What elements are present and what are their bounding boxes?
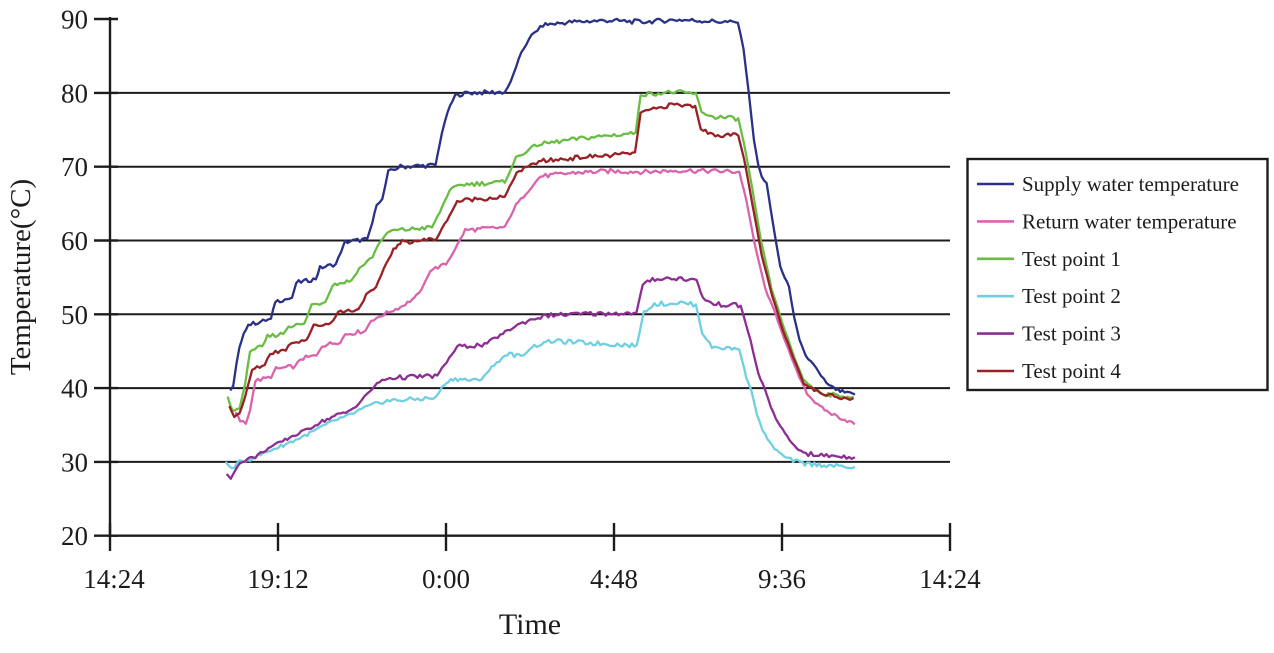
x-axis-title: Time xyxy=(499,608,561,641)
line-return-water-temperature xyxy=(234,167,856,425)
y-tick-label: 30 xyxy=(61,447,88,477)
y-tick-label: 60 xyxy=(61,226,88,256)
legend-item: Test point 1 xyxy=(977,247,1121,271)
y-tick-marks xyxy=(94,17,118,537)
legend-label-test-point-2: Test point 2 xyxy=(1022,284,1121,308)
x-tick-label: 14:24 xyxy=(83,564,145,594)
y-tick-label: 80 xyxy=(61,78,88,108)
line-test-point-2 xyxy=(225,300,856,470)
line-test-point-1 xyxy=(226,89,854,412)
line-supply-water-temperature xyxy=(229,17,856,396)
line-test-point-4 xyxy=(228,102,854,419)
x-tick-label: 4:48 xyxy=(590,564,638,594)
legend-item: Test point 2 xyxy=(977,284,1121,308)
y-tick-label: 90 xyxy=(61,5,88,35)
y-tick-labels: 90 80 70 60 50 40 30 20 xyxy=(61,5,88,552)
legend-label-test-point-4: Test point 4 xyxy=(1022,359,1121,383)
series-lines xyxy=(225,17,856,480)
x-tick-label: 14:24 xyxy=(919,564,981,594)
y-tick-label: 40 xyxy=(61,374,88,404)
legend-item: Test point 3 xyxy=(977,322,1121,346)
legend-item: Test point 4 xyxy=(977,359,1121,383)
x-tick-labels: 14:24 19:12 0:00 4:48 9:36 14:24 xyxy=(83,564,981,594)
legend-item: Return water temperature xyxy=(977,209,1237,233)
legend-label-return-water-temperature: Return water temperature xyxy=(1022,209,1237,233)
x-tick-marks xyxy=(108,523,952,551)
x-tick-label: 0:00 xyxy=(422,564,470,594)
legend-label-supply-water-temperature: Supply water temperature xyxy=(1022,172,1239,196)
y-tick-label: 70 xyxy=(61,152,88,182)
legend: Supply water temperature Return water te… xyxy=(966,157,1269,392)
legend-box xyxy=(966,157,1269,392)
x-tick-label: 19:12 xyxy=(247,564,309,594)
y-axis-title: Temperature(°C) xyxy=(5,179,37,375)
y-tick-label: 20 xyxy=(61,521,88,551)
y-tick-label: 50 xyxy=(61,300,88,330)
legend-item: Supply water temperature xyxy=(977,172,1239,196)
x-tick-label: 9:36 xyxy=(758,564,806,594)
legend-label-test-point-3: Test point 3 xyxy=(1022,322,1121,346)
legend-label-test-point-1: Test point 1 xyxy=(1022,247,1121,271)
line-test-point-3 xyxy=(226,276,856,480)
